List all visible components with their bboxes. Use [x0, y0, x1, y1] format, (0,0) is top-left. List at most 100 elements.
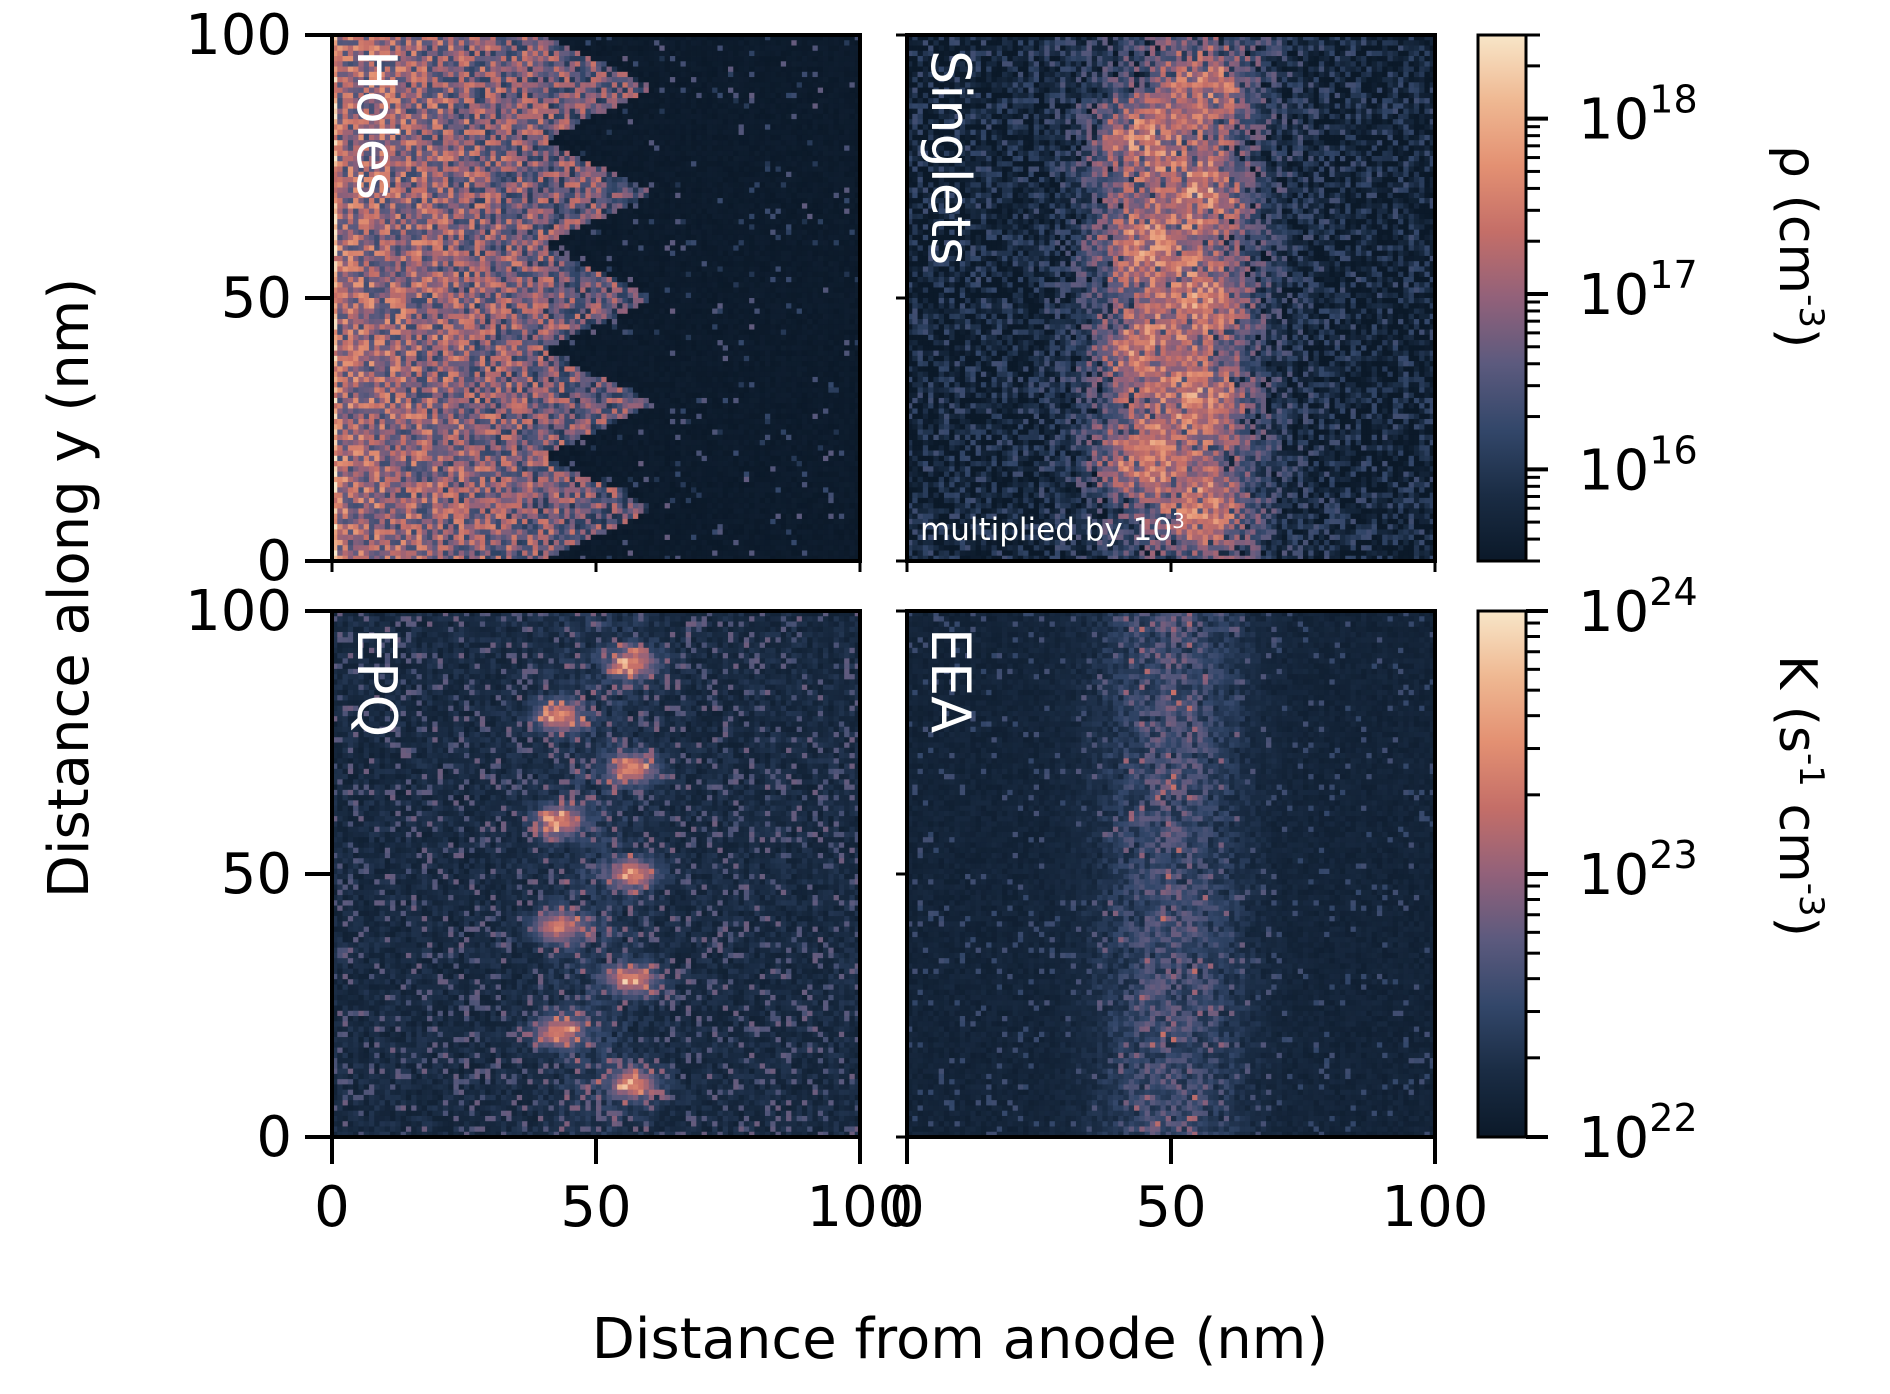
holes-cell	[622, 61, 628, 67]
holes-cell	[543, 61, 549, 67]
holes-cell	[644, 56, 650, 62]
holes-cell	[496, 67, 502, 73]
holes-cell	[733, 56, 739, 62]
holes-cell	[480, 77, 486, 83]
holes-cell	[628, 40, 634, 46]
holes-cell	[612, 51, 618, 57]
holes-cell	[680, 67, 686, 73]
holes-cell	[501, 51, 507, 57]
holes-cell	[723, 72, 729, 78]
holes-cell	[760, 56, 766, 62]
holes-cell	[702, 51, 708, 57]
holes-cell	[707, 46, 713, 52]
holes-cell	[506, 67, 512, 73]
holes-cell	[580, 51, 586, 57]
holes-cell	[691, 46, 697, 52]
holes-cell	[760, 40, 766, 46]
holes-cell	[712, 61, 718, 67]
holes-cell	[665, 72, 671, 78]
holes-cell	[559, 67, 565, 73]
holes-cell	[644, 51, 650, 57]
figure: Holes Singlets EPQ EEA multiplied by 103…	[0, 0, 1890, 1394]
holes-cell	[554, 67, 560, 73]
holes-cell	[453, 61, 459, 67]
holes-cell	[670, 51, 676, 57]
holes-cell	[601, 72, 607, 78]
holes-cell	[696, 56, 702, 62]
holes-cell	[628, 51, 634, 57]
holes-cell	[548, 46, 554, 52]
holes-cell	[654, 40, 660, 46]
holes-cell	[712, 72, 718, 78]
holes-cell	[612, 56, 618, 62]
holes-cell	[728, 40, 734, 46]
holes-cell	[696, 61, 702, 67]
holes-cell	[680, 72, 686, 78]
holes-cell	[607, 51, 613, 57]
holes-cell	[812, 72, 818, 78]
holes-cell	[554, 61, 560, 67]
holes-cell	[744, 56, 750, 62]
holes-cell	[617, 61, 623, 67]
holes-cell	[633, 72, 639, 78]
holes-cell	[469, 72, 475, 78]
holes-cell	[728, 67, 734, 73]
holes-cell	[844, 67, 850, 73]
holes-cell	[818, 56, 824, 62]
holes-cell	[665, 51, 671, 57]
holes-cell	[538, 46, 544, 52]
holes-cell	[480, 40, 486, 46]
holes-cell	[522, 46, 528, 52]
holes-cell	[453, 72, 459, 78]
holes-cell	[538, 56, 544, 62]
holes-cell	[517, 46, 523, 52]
holes-cell	[496, 51, 502, 57]
holes-cell	[807, 46, 813, 52]
holes-cell	[638, 77, 644, 83]
holes-cell	[675, 46, 681, 52]
holes-cell	[644, 72, 650, 78]
holes-cell	[548, 40, 554, 46]
holes-cell	[443, 56, 449, 62]
holes-cell	[654, 46, 660, 52]
holes-cell	[686, 46, 692, 52]
holes-cell	[490, 51, 496, 57]
holes-cell	[686, 61, 692, 67]
holes-cell	[633, 77, 639, 83]
holes-cell	[781, 40, 787, 46]
holes-cell	[644, 77, 650, 83]
holes-cell	[554, 77, 560, 83]
holes-cell	[654, 56, 660, 62]
holes-cell	[744, 40, 750, 46]
holes-cell	[522, 72, 528, 78]
holes-cell	[607, 61, 613, 67]
holes-cell	[358, 40, 364, 46]
holes-cell	[559, 40, 565, 46]
holes-cell	[575, 77, 581, 83]
holes-cell	[538, 77, 544, 83]
holes-cell	[702, 67, 708, 73]
holes-cell	[490, 61, 496, 67]
holes-cell	[744, 61, 750, 67]
holes-cell	[654, 67, 660, 73]
holes-cell	[654, 61, 660, 67]
holes-cell	[596, 51, 602, 57]
holes-cell	[469, 61, 475, 67]
holes-cell	[506, 56, 512, 62]
holes-cell	[416, 72, 422, 78]
holes-cell	[659, 72, 665, 78]
holes-cell	[564, 72, 570, 78]
holes-cell	[591, 77, 597, 83]
holes-cell	[638, 61, 644, 67]
holes-cell	[786, 67, 792, 73]
holes-cell	[416, 40, 422, 46]
holes-cell	[749, 67, 755, 73]
holes-cell	[823, 72, 829, 78]
holes-cell	[607, 67, 613, 73]
holes-cell	[469, 40, 475, 46]
holes-cell	[432, 67, 438, 73]
holes-cell	[702, 40, 708, 46]
holes-cell	[459, 72, 465, 78]
holes-cell	[438, 77, 444, 83]
holes-cell	[443, 46, 449, 52]
